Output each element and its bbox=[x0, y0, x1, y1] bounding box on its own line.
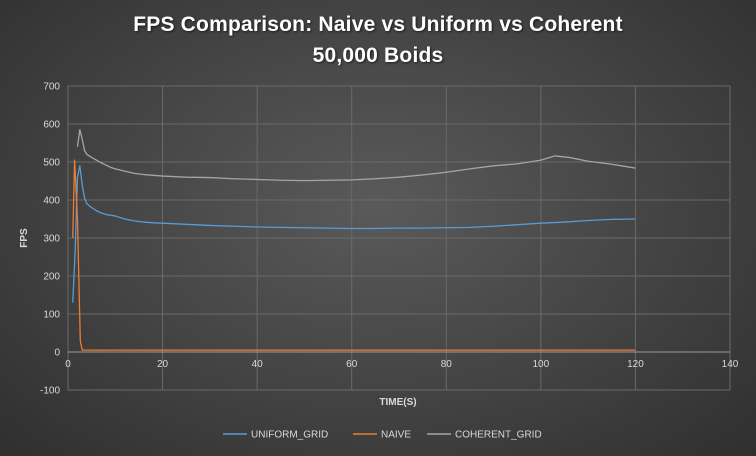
x-axis-label: TIME(S) bbox=[379, 397, 416, 408]
chart-title: FPS Comparison: Naive vs Uniform vs Cohe… bbox=[133, 13, 623, 36]
y-tick-labels: -100 0 100 200 300 400 500 600 700 bbox=[40, 82, 60, 397]
x-tick-label: 0 bbox=[65, 359, 71, 370]
y-tick-label: 200 bbox=[43, 272, 60, 283]
x-tick-label: 100 bbox=[533, 359, 550, 370]
y-tick-label: 0 bbox=[54, 348, 60, 359]
x-tick-label: 80 bbox=[441, 359, 453, 370]
series-line-coherent-grid bbox=[76, 129, 636, 182]
series-line-uniform-grid bbox=[72, 165, 636, 303]
y-tick-label: 500 bbox=[43, 158, 60, 169]
y-tick-label: 600 bbox=[43, 120, 60, 131]
y-tick-label: 400 bbox=[43, 196, 60, 207]
y-tick-label: 300 bbox=[43, 234, 60, 245]
x-tick-label: 140 bbox=[722, 359, 739, 370]
chart-subtitle: 50,000 Boids bbox=[312, 44, 444, 67]
x-tick-label: 60 bbox=[346, 359, 358, 370]
x-tick-labels: 0 20 40 60 80 100 120 140 bbox=[65, 359, 739, 370]
y-axis-label: FPS bbox=[19, 228, 30, 248]
gridlines bbox=[67, 85, 731, 391]
legend-label-naive: NAIVE bbox=[381, 430, 411, 441]
series-line-naive bbox=[72, 159, 636, 351]
legend: UNIFORM_GRID NAIVE COHERENT_GRID bbox=[223, 430, 542, 441]
x-tick-label: 40 bbox=[252, 359, 264, 370]
series-lines bbox=[72, 129, 636, 351]
x-tick-label: 20 bbox=[157, 359, 169, 370]
y-tick-label: 700 bbox=[43, 82, 60, 93]
y-tick-label: 100 bbox=[43, 310, 60, 321]
legend-label-coherent-grid: COHERENT_GRID bbox=[455, 430, 542, 441]
legend-label-uniform-grid: UNIFORM_GRID bbox=[251, 430, 328, 441]
x-tick-label: 120 bbox=[627, 359, 644, 370]
y-tick-label: -100 bbox=[40, 386, 60, 397]
